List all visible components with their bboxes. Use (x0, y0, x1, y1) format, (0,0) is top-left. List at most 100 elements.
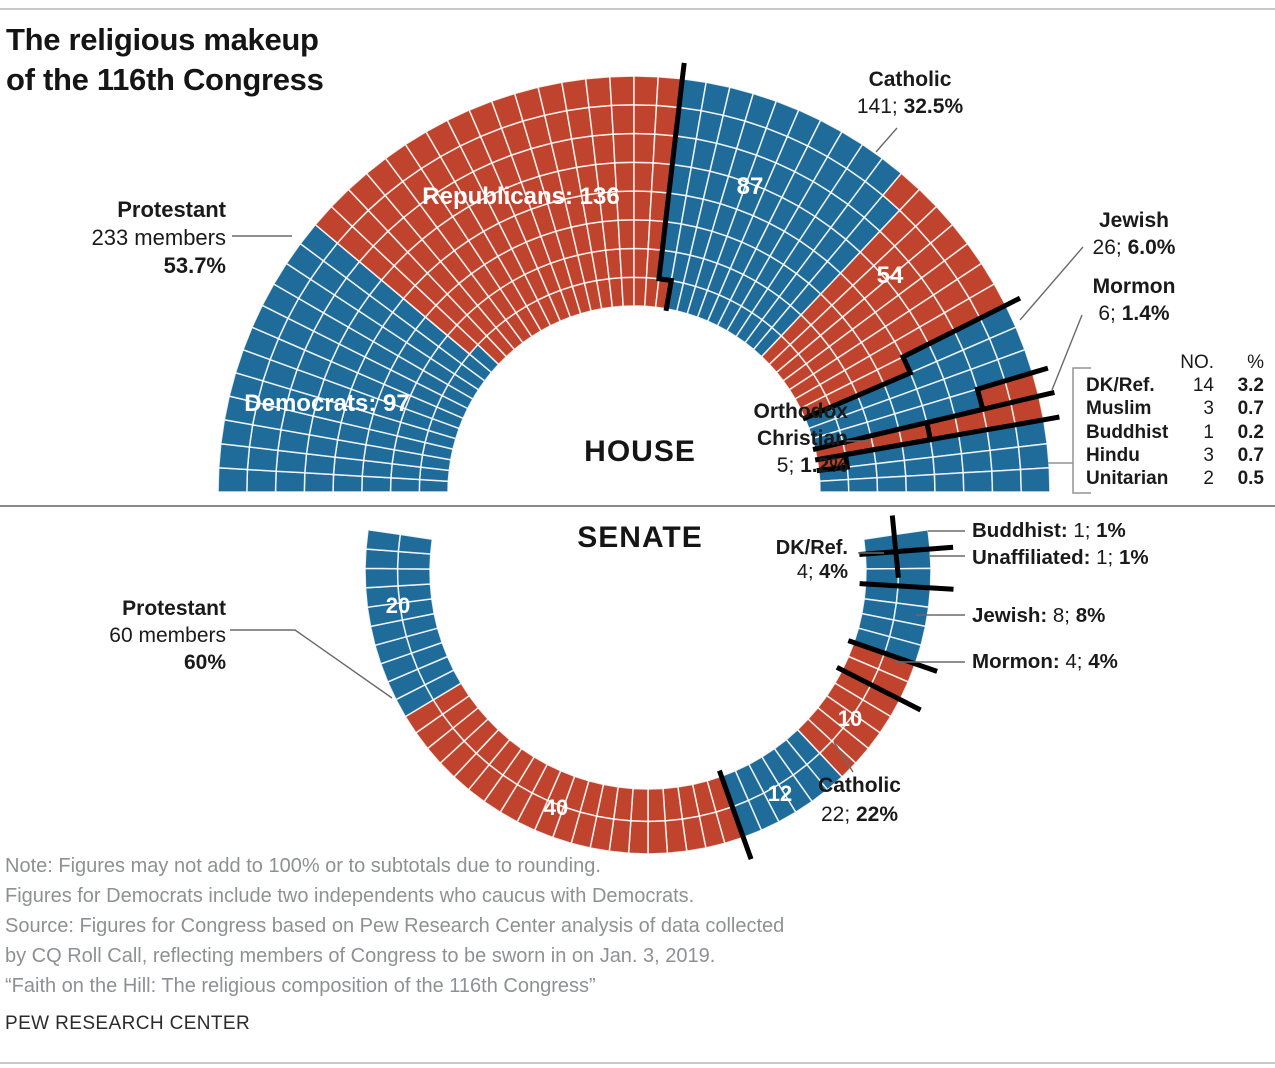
house-orthodox-name2: Christian (756, 427, 848, 450)
house-senate-divider-rule (0, 505, 1275, 507)
house-catholic-dem-count: 87 (736, 173, 764, 200)
house-catholic-pct: 32.5% (903, 95, 964, 118)
senate-mormon-pct: 4% (1088, 650, 1118, 673)
house-catholic-name: Catholic (868, 68, 952, 91)
senate-dkref-name: DK/Ref. (775, 537, 848, 559)
label-leader-lines (230, 127, 1091, 773)
house-jewish-name: Jewish (1098, 209, 1170, 232)
house-parliament-chart (217, 62, 1060, 493)
senate-catholic-num: 22; (820, 803, 856, 826)
house-protestant-members: 233 members (91, 225, 226, 250)
house-mormon-value: 6; 1.4% (1045, 300, 1223, 327)
house-protestant-label: Protestant 233 members 53.7% (0, 196, 226, 280)
table-row-pct: 0.2 (1237, 421, 1264, 443)
note-line: by CQ Roll Call, reflecting members of C… (5, 945, 716, 967)
table-corner (1086, 351, 1170, 374)
house-mormon-label: Mormon 6; 1.4% (1045, 273, 1223, 327)
senate-cath-rep-count: 10 (837, 706, 863, 731)
senate-catholic-value: 22; 22% (797, 800, 922, 829)
senate-mormon-num: 4; (1059, 650, 1089, 673)
senate-dkref-num: 4; (796, 561, 820, 583)
senate-prot-dem-count: 20 (385, 593, 411, 618)
senate-mormon-label: Mormon: 4; 4% (972, 650, 1118, 674)
table-row-pct: 0.7 (1237, 444, 1264, 466)
top-rule (0, 8, 1275, 10)
senate-buddhist-pct: 1% (1096, 519, 1126, 542)
senate-protestant-name: Protestant (122, 597, 226, 620)
table-row-name: Muslim (1086, 398, 1152, 420)
house-orthodox-name1: Orthodox (753, 400, 849, 423)
house-catholic-rep-count: 54 (876, 262, 904, 289)
senate-protestant-pct: 60% (183, 651, 226, 674)
senate-protestant-members: 60 members (109, 624, 226, 647)
house-mormon-pct: 1.4% (1121, 302, 1170, 325)
page-title: The religious makeup of the 116th Congre… (6, 20, 324, 100)
senate-mormon-name: Mormon: (972, 650, 1060, 673)
house-chamber-label: HOUSE (584, 435, 696, 468)
pew-research-center-wordmark: PEW RESEARCH CENTER (5, 1013, 251, 1034)
note-line: Figures for Democrats include two indepe… (5, 885, 695, 907)
house-minor-religions-table: NO. % DK/Ref. 14 3.2 Muslim 3 0.7 Buddhi… (1086, 351, 1264, 490)
senate-unaffiliated-label: Unaffiliated: 1; 1% (972, 546, 1149, 570)
table-row-no: 3 (1203, 398, 1214, 420)
house-protestant-pct: 53.7% (163, 253, 226, 278)
house-jewish-label: Jewish 26; 6.0% (1045, 207, 1223, 261)
table-header-no: NO. (1180, 352, 1214, 373)
page-title-line2: of the 116th Congress (6, 62, 324, 97)
senate-catholic-label: Catholic 22; 22% (797, 771, 922, 829)
senate-dkref-pct: 4% (819, 561, 848, 583)
house-mormon-name: Mormon (1092, 275, 1176, 298)
table-row-no: 14 (1192, 375, 1214, 397)
table-row-pct: 0.7 (1237, 398, 1264, 420)
senate-cath-dem-count: 12 (767, 781, 793, 806)
senate-catholic-name: Catholic (818, 774, 901, 797)
house-orthodox-label: Orthodox Christian 5; 1.2% (688, 398, 849, 479)
note-line: Source: Figures for Congress based on Pe… (5, 915, 785, 937)
senate-jewish-num: 8; (1047, 604, 1076, 627)
senate-parliament-chart (364, 515, 954, 860)
table-row-pct: 3.2 (1237, 375, 1264, 397)
house-jewish-value: 26; 6.0% (1045, 234, 1223, 261)
house-catholic-num: 141; (856, 95, 904, 118)
senate-buddhist-label: Buddhist: 1; 1% (972, 519, 1126, 543)
table-header-pct: % (1247, 352, 1264, 373)
senate-chamber-label: SENATE (577, 521, 703, 554)
table-row-name: Buddhist (1086, 421, 1169, 443)
senate-dkref-value: 4; 4% (718, 560, 848, 584)
source-notes: Note: Figures may not add to 100% or to … (5, 851, 955, 1001)
table-row-no: 3 (1203, 444, 1214, 466)
senate-jewish-name: Jewish: (972, 604, 1048, 627)
house-democrats-count: Democrats: 97 (244, 390, 410, 417)
house-catholic-label: Catholic 141; 32.5% (826, 66, 994, 120)
house-mormon-num: 6; (1098, 302, 1122, 325)
senate-dkref-label: DK/Ref. 4; 4% (718, 536, 848, 584)
table-row-no: 2 (1203, 468, 1214, 490)
senate-unaffiliated-name: Unaffiliated: (972, 546, 1091, 569)
note-line: Note: Figures may not add to 100% or to … (5, 855, 601, 877)
senate-unaffiliated-pct: 1% (1118, 546, 1149, 569)
senate-jewish-pct: 8% (1075, 604, 1106, 627)
senate-catholic-pct: 22% (856, 803, 899, 826)
senate-unaffiliated-num: 1; (1090, 546, 1119, 569)
table-row-name: Unitarian (1086, 468, 1169, 490)
note-line: “Faith on the Hill: The religious compos… (5, 975, 596, 997)
bottom-rule (0, 1062, 1275, 1064)
table-row-name: DK/Ref. (1086, 375, 1155, 397)
house-orthodox-value: 5; 1.2% (688, 452, 848, 479)
senate-buddhist-num: 1; (1067, 519, 1097, 542)
senate-prot-rep-count: 40 (543, 795, 569, 820)
house-catholic-value: 141; 32.5% (826, 93, 994, 120)
senate-buddhist-name: Buddhist: (972, 519, 1068, 542)
house-orthodox-pct: 1.2% (800, 454, 848, 477)
table-row-no: 1 (1203, 421, 1214, 443)
table-row-name: Hindu (1086, 444, 1140, 466)
house-orthodox-num: 5; (776, 454, 801, 477)
house-jewish-num: 26; (1092, 236, 1128, 259)
table-row-pct: 0.5 (1237, 468, 1264, 490)
house-republicans-count: Republicans: 136 (422, 183, 620, 210)
senate-jewish-label: Jewish: 8; 8% (972, 604, 1105, 628)
senate-protestant-label: Protestant 60 members 60% (20, 595, 226, 676)
page-title-line1: The religious makeup (6, 22, 319, 57)
